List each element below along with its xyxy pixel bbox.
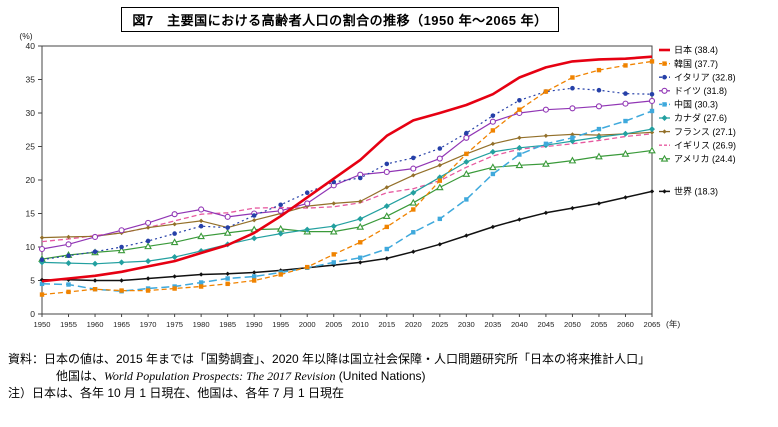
source-line-1: 資料：日本の値は、2015 年までは「国勢調査」、2020 年以降は国立社会保障… [8,352,651,366]
svg-text:カナダ (27.6): カナダ (27.6) [674,112,727,123]
svg-text:2025: 2025 [431,320,448,329]
series-フランス [39,130,655,240]
series-イタリア [39,85,655,263]
svg-text:25: 25 [26,142,36,152]
legend-item-日本: 日本 (38.4) [659,44,718,55]
legend-item-世界: 世界 (18.3) [659,186,718,197]
svg-text:イタリア (32.8): イタリア (32.8) [674,72,736,82]
svg-text:2045: 2045 [537,320,554,329]
svg-text:1985: 1985 [219,320,236,329]
legend-item-イタリア: イタリア (32.8) [659,72,736,82]
svg-text:1990: 1990 [246,320,263,329]
svg-text:ドイツ (31.8): ドイツ (31.8) [674,86,727,96]
svg-text:2015: 2015 [378,320,395,329]
svg-text:中国 (30.3): 中国 (30.3) [674,99,718,110]
svg-text:5: 5 [30,276,35,286]
note-line: 注）日本は、各年 10 月 1 日現在、他国は、各年 7 月 1 日現在 [8,386,345,401]
series-日本 [41,55,653,283]
svg-text:2035: 2035 [484,320,501,329]
title-container: 図7 主要国における高齢者人口の割合の推移（1950 年～2065 年） [30,7,650,32]
svg-text:2050: 2050 [564,320,581,329]
legend-item-アメリカ: アメリカ (24.4) [659,154,736,164]
series-韓国 [39,59,655,297]
legend-item-韓国: 韓国 (37.7) [659,59,718,69]
svg-text:1960: 1960 [87,320,104,329]
svg-text:1970: 1970 [140,320,157,329]
svg-text:2060: 2060 [617,320,634,329]
source-line-2: 他国は、World Population Prospects: The 2017… [56,369,426,384]
svg-text:アメリカ (24.4): アメリカ (24.4) [674,154,736,164]
svg-text:2065: 2065 [644,320,661,329]
svg-text:1995: 1995 [272,320,289,329]
svg-text:韓国 (37.7): 韓国 (37.7) [674,59,718,69]
svg-text:2005: 2005 [325,320,342,329]
svg-text:1955: 1955 [60,320,77,329]
svg-text:世界 (18.3): 世界 (18.3) [674,186,718,197]
chart-title: 図7 主要国における高齢者人口の割合の推移（1950 年～2065 年） [121,7,559,32]
svg-text:35: 35 [26,75,36,85]
legend-item-カナダ: カナダ (27.6) [659,112,727,123]
series-イギリス [41,133,653,243]
y-axis: 0 5 10 15 20 25 30 35 40(%) [19,31,42,319]
legend-item-イギリス: イギリス (26.9) [659,140,736,150]
svg-text:イギリス (26.9): イギリス (26.9) [674,140,736,150]
svg-text:20: 20 [26,175,36,185]
legend: 日本 (38.4) 韓国 (37.7) イタリア (32.8) ドイツ (31.8) 中… [659,44,736,197]
svg-text:2040: 2040 [511,320,528,329]
svg-text:2020: 2020 [405,320,422,329]
svg-text:0: 0 [30,309,35,319]
svg-text:2055: 2055 [591,320,608,329]
series-カナダ [39,126,655,267]
legend-item-中国: 中国 (30.3) [659,99,718,110]
svg-text:2010: 2010 [352,320,369,329]
svg-text:15: 15 [26,209,36,219]
svg-text:1975: 1975 [166,320,183,329]
svg-text:40: 40 [26,41,36,51]
svg-text:フランス (27.1): フランス (27.1) [674,127,736,137]
svg-text:2030: 2030 [458,320,475,329]
svg-text:1980: 1980 [193,320,210,329]
svg-text:30: 30 [26,108,36,118]
svg-text:2000: 2000 [299,320,316,329]
legend-item-ドイツ: ドイツ (31.8) [659,86,727,96]
svg-text:(%): (%) [19,31,32,41]
svg-text:(年): (年) [666,319,680,329]
series-ドイツ [38,97,656,253]
svg-text:日本 (38.4): 日本 (38.4) [674,44,718,55]
legend-item-フランス: フランス (27.1) [659,127,736,137]
svg-text:1950: 1950 [34,320,51,329]
x-axis: 1950 1955 1960 1965 1970 1975 1980 1985 1990 1995… [34,314,680,329]
series-中国 [39,108,655,294]
source-notes: 資料：日本の値は、2015 年までは「国勢調査」、2020 年以降は国立社会保障… [8,351,650,402]
svg-text:10: 10 [26,242,36,252]
svg-text:1965: 1965 [113,320,130,329]
